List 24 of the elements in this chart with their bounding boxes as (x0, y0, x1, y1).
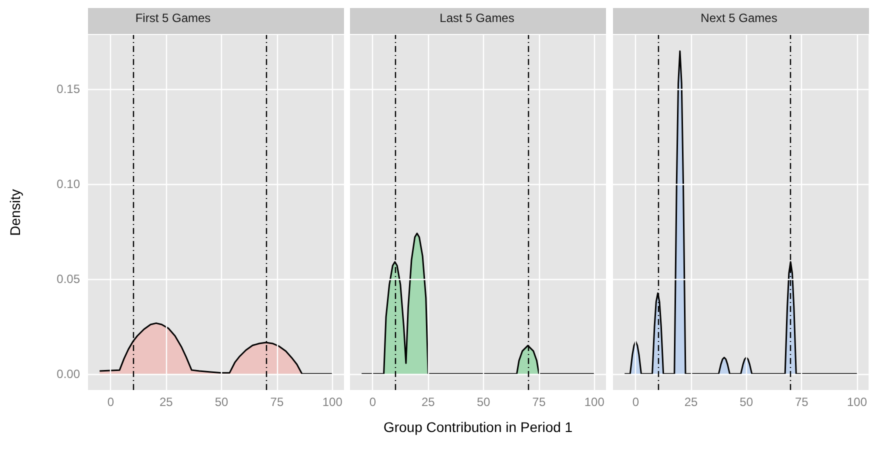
chart-title: Next 5 Games (700, 11, 778, 25)
y-tick-label: 0.15 (56, 82, 80, 96)
x-tick-label: 25 (159, 395, 174, 409)
x-tick-label: 100 (584, 395, 605, 409)
x-tick-label: 0 (369, 395, 376, 409)
x-tick-label: 50 (476, 395, 491, 409)
x-tick-label: 25 (421, 395, 436, 409)
x-tick-label: 50 (214, 395, 229, 409)
x-tick-label: 100 (322, 395, 343, 409)
y-tick-label: 0.05 (56, 272, 80, 286)
x-tick-label: 75 (532, 395, 546, 409)
x-tick-label: 75 (794, 395, 809, 409)
x-tick-label: 75 (270, 395, 284, 409)
x-tick-label: 0 (107, 395, 114, 409)
x-axis-title: Group Contribution in Period 1 (383, 419, 573, 435)
x-tick-label: 50 (740, 395, 754, 409)
y-axis-title: Density (7, 189, 23, 236)
x-tick-label: 25 (684, 395, 698, 409)
y-tick-label: 0.00 (56, 366, 80, 381)
chart-title: First 5 Games (135, 11, 211, 25)
y-tick-label: 0.10 (56, 177, 80, 192)
x-tick-label: 0 (632, 395, 640, 409)
x-tick-label: 100 (846, 395, 868, 409)
chart-title: Last 5 Games (440, 11, 514, 25)
